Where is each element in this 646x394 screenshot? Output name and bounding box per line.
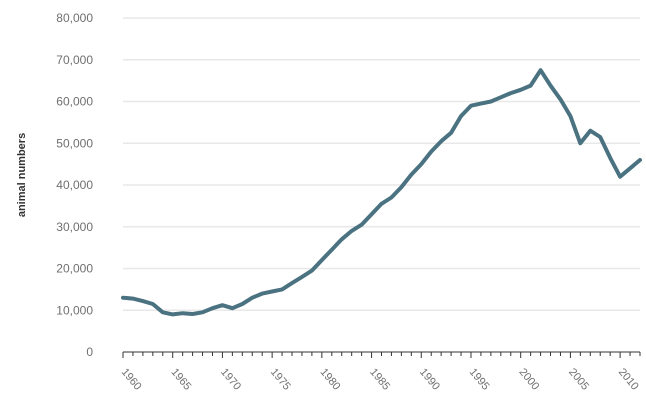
gridlines	[123, 17, 640, 311]
y-tick-label: 10,000	[56, 303, 93, 317]
x-tick-label: 1980	[318, 366, 343, 392]
x-tick-label: 1990	[417, 366, 442, 392]
x-axis	[122, 351, 641, 358]
x-tick-label: 1965	[168, 366, 193, 392]
y-tick-label: 70,000	[56, 53, 93, 67]
x-tick-label: 1970	[218, 366, 243, 392]
y-axis-label: animal numbers	[16, 133, 28, 217]
y-axis-ticks: 0 10,000 20,000 30,000 40,000 50,000 60,000 70,…	[56, 11, 93, 359]
x-axis-tick-labels: 1960 1965 1970 1975 1980 1985 1990 1995 2000 2005…	[119, 366, 641, 392]
y-tick-label: 40,000	[56, 178, 93, 192]
y-tick-label: 60,000	[56, 95, 93, 109]
x-tick-label: 1960	[119, 366, 144, 392]
x-tick-label: 1985	[367, 366, 392, 392]
x-tick-label: 1995	[467, 366, 492, 392]
y-tick-label: 0	[86, 345, 93, 359]
x-tick-label: 2000	[516, 366, 541, 392]
x-tick-label: 1975	[268, 366, 293, 392]
y-tick-label: 80,000	[56, 11, 93, 25]
y-tick-label: 50,000	[56, 136, 93, 150]
x-tick-label: 2010	[616, 366, 641, 392]
x-tick-label: 2005	[566, 366, 591, 392]
y-tick-label: 20,000	[56, 262, 93, 276]
series-line	[121, 68, 642, 317]
y-tick-label: 30,000	[56, 220, 93, 234]
series-group	[121, 68, 642, 317]
